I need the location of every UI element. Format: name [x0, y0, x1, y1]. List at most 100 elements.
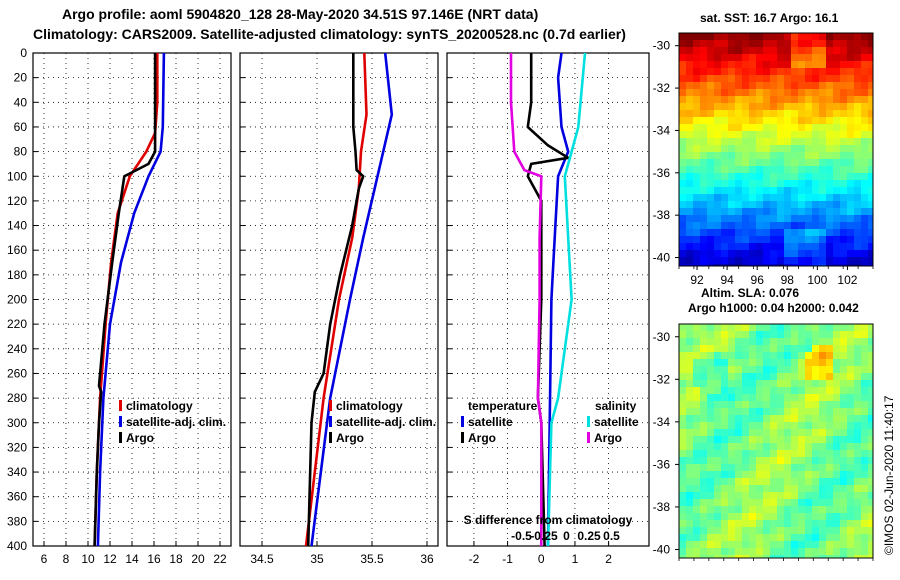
sst-map-cell [770, 145, 778, 153]
sst-map-cell [847, 173, 855, 181]
sst-map-cell [826, 257, 834, 265]
sst-map-cell [791, 243, 799, 251]
sst-map-cell [693, 173, 701, 181]
sla-map-cell [707, 492, 715, 500]
sst-map-cell [742, 257, 750, 265]
sla-map-cell [868, 429, 874, 437]
sla-map-cell [714, 555, 722, 559]
sst-map-cell [770, 194, 778, 202]
sla-map-cell [777, 464, 785, 472]
sla-map-cell [847, 527, 855, 535]
sst-map-cell [868, 131, 874, 139]
sst-map-cell [721, 75, 729, 83]
sst-map-cell [840, 187, 848, 195]
sla-map-cell [707, 443, 715, 451]
sst-map-cell [721, 124, 729, 132]
sla-map-cell [854, 555, 862, 559]
sla-map-cell [826, 464, 834, 472]
salinity-diff-tick-label: 0.25 [577, 529, 601, 543]
sla-map-cell [826, 443, 834, 451]
sst-map-cell [721, 264, 729, 267]
sst-map-cell [714, 257, 722, 265]
sst-map-cell [819, 82, 827, 90]
sla-map-cell [735, 457, 743, 465]
sst-map-cell [714, 68, 722, 76]
sla-map-cell [798, 422, 806, 430]
sst-map-cell [847, 40, 855, 48]
sla-map-cell [763, 443, 771, 451]
sla-map-cell [707, 555, 715, 559]
sst-map-cell [868, 264, 874, 267]
depth-tick-label: 300 [7, 416, 27, 430]
sst-map-cell [721, 103, 729, 111]
sst-map-cell [854, 187, 862, 195]
sla-map-cell [777, 359, 785, 367]
sla-map-cell [847, 387, 855, 395]
sst-map-cell [861, 40, 869, 48]
sla-map-cell [763, 429, 771, 437]
sst-map-cell [770, 131, 778, 139]
sla-map-cell [700, 492, 708, 500]
sst-map-cell [819, 257, 827, 265]
sla-map-cell [833, 541, 841, 549]
sla-map-cell [700, 541, 708, 549]
sla-map-cell [840, 527, 848, 535]
sst-map-cell [777, 243, 785, 251]
sst-map-cell [693, 194, 701, 202]
sla-map-cell [798, 331, 806, 339]
sla-map-cell [868, 492, 874, 500]
sst-map-cell [791, 103, 799, 111]
sla-map-cell [868, 436, 874, 444]
sst-map-cell [707, 138, 715, 146]
sla-map-cell [812, 373, 820, 381]
sst-map-cell [686, 194, 694, 202]
sla-map-cell [770, 464, 778, 472]
sst-map-cell [679, 117, 687, 125]
sst-map-cell [826, 40, 834, 48]
sla-map-cell [749, 436, 757, 444]
sst-map-cell [784, 159, 792, 167]
grid-layer [32, 52, 650, 547]
sst-map-cell [770, 124, 778, 132]
sla-map-cell [763, 478, 771, 486]
sla-map-cell [707, 415, 715, 423]
sst-map-cell [812, 54, 820, 62]
sla-map-cell [756, 443, 764, 451]
sst-map-cell [812, 47, 820, 55]
sst-map-cell [777, 145, 785, 153]
sla-map-cell [714, 359, 722, 367]
sst-map-cell [693, 68, 701, 76]
sst-map-cell [749, 103, 757, 111]
sla-map-cell [749, 394, 757, 402]
sst-map-cell [784, 89, 792, 97]
sla-map-cell [721, 422, 729, 430]
temperature-legend-label: satellite-adj. clim. [126, 415, 226, 429]
sla-map-cell [749, 373, 757, 381]
sla-map-cell [770, 457, 778, 465]
sst-map-cell [763, 61, 771, 69]
sst-map-cell [805, 33, 813, 41]
sst-map-cell [868, 187, 874, 195]
sst-map-cell [847, 61, 855, 69]
sla-map-cell [700, 443, 708, 451]
sla-map-cell [833, 345, 841, 353]
sla-map-cell [749, 380, 757, 388]
sla-map-cell [840, 415, 848, 423]
sst-map-cell [847, 264, 855, 267]
sla-map-cell [721, 527, 729, 535]
sla-map-cell [868, 387, 874, 395]
sst-map-cell [868, 96, 874, 104]
sla-map-cell [686, 394, 694, 402]
sla-map-cell [854, 499, 862, 507]
sla-map-cell [763, 415, 771, 423]
sla-map-cell [728, 492, 736, 500]
sla-map-cell [770, 471, 778, 479]
sla-map-cell [721, 464, 729, 472]
sla-map-cell [714, 443, 722, 451]
sla-map-cell [777, 485, 785, 493]
sla-map-cell [700, 429, 708, 437]
sst-map-cell [805, 229, 813, 237]
sla-map-cell [700, 478, 708, 486]
sst-map-cell [861, 194, 869, 202]
sla-map-cell [826, 338, 834, 346]
